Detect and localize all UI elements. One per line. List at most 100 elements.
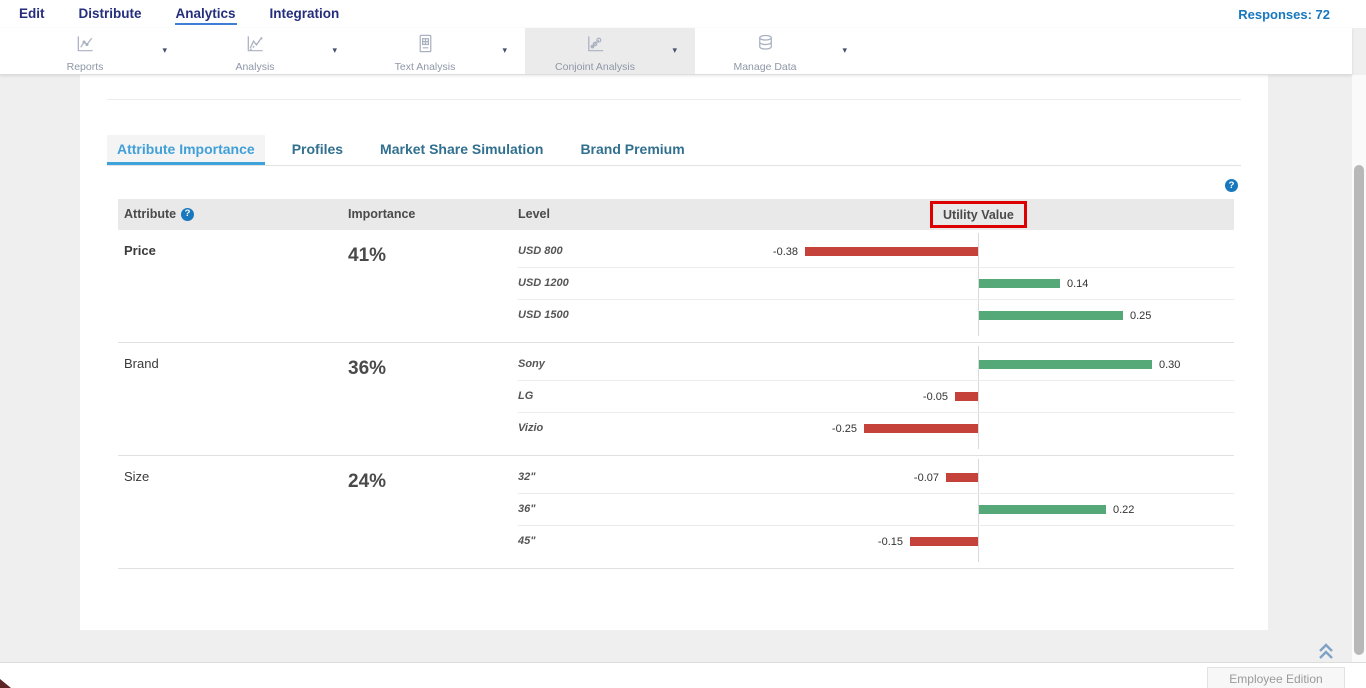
annotation-highlight-box: Utility Value bbox=[930, 201, 1027, 228]
nav-item-analytics[interactable]: Analytics bbox=[174, 3, 237, 25]
attribute-importance-table: Attribute ? Importance Level Utility Val… bbox=[118, 199, 1234, 569]
level-label: USD 1500 bbox=[518, 309, 569, 321]
utility-bar bbox=[910, 537, 978, 546]
attribute-header-label: Attribute bbox=[124, 207, 177, 221]
level-row: USD 1500 0.25 bbox=[518, 300, 1234, 332]
tab-profiles[interactable]: Profiles bbox=[291, 141, 344, 157]
tab-attribute-importance[interactable]: Attribute Importance bbox=[107, 135, 265, 165]
attribute-column-header: Attribute ? bbox=[124, 207, 195, 221]
chevron-down-icon[interactable]: ▾ bbox=[162, 45, 167, 55]
help-icon[interactable]: ? bbox=[1225, 179, 1238, 192]
trend-chart-icon bbox=[244, 32, 267, 60]
database-icon bbox=[754, 32, 777, 60]
page-footer bbox=[0, 662, 1366, 688]
edition-badge: Employee Edition bbox=[1207, 667, 1345, 688]
zero-axis-line bbox=[978, 459, 979, 562]
utility-value-label: 0.25 bbox=[1130, 310, 1152, 322]
nav-item-edit[interactable]: Edit bbox=[19, 6, 45, 21]
level-row: Sony 0.30 bbox=[518, 349, 1234, 381]
utility-value-label: 0.14 bbox=[1067, 278, 1089, 290]
level-label: Sony bbox=[518, 358, 545, 370]
toolbar-button-analysis[interactable]: Analysis ▾ bbox=[185, 28, 355, 74]
scrollbar-track[interactable] bbox=[1352, 75, 1366, 662]
level-row: USD 1200 0.14 bbox=[518, 268, 1234, 300]
toolbar-button-manage-data[interactable]: Manage Data ▾ bbox=[695, 28, 865, 74]
toolbar-button-reports[interactable]: Reports ▾ bbox=[15, 28, 185, 74]
attribute-name: Size bbox=[124, 469, 150, 484]
toolbar-button-label: Analysis bbox=[235, 60, 275, 73]
utility-chart: USD 800 -0.38 USD 1200 0.14 USD 1500 0.25 bbox=[518, 230, 1234, 342]
level-label: LG bbox=[518, 390, 534, 402]
utility-bar bbox=[946, 473, 978, 482]
toolbar-button-text-analysis[interactable]: Text Analysis ▾ bbox=[355, 28, 525, 74]
level-label: 36" bbox=[518, 503, 536, 515]
conjoint-tabs: Attribute Importance Profiles Market Share… bbox=[107, 135, 1241, 166]
double-chevron-up-icon bbox=[1319, 643, 1333, 659]
level-row: 36" 0.22 bbox=[518, 494, 1234, 526]
top-navigation-bar: Edit Distribute Analytics Integration Respo… bbox=[0, 0, 1366, 28]
level-label: USD 800 bbox=[518, 245, 563, 257]
level-label: 45" bbox=[518, 535, 536, 547]
responses-count: Responses: 72 bbox=[1238, 6, 1330, 22]
analytics-toolbar: Reports ▾ Analysis ▾ Text Analysis ▾ Conjoint … bbox=[0, 28, 1352, 75]
level-row: 32" -0.07 bbox=[518, 462, 1234, 494]
utility-bar bbox=[979, 311, 1123, 320]
utility-value-label: 0.30 bbox=[1159, 359, 1181, 371]
chevron-down-icon[interactable]: ▾ bbox=[842, 45, 847, 55]
level-label: Vizio bbox=[518, 422, 544, 434]
attribute-name: Price bbox=[124, 243, 156, 258]
scrollbar-thumb[interactable] bbox=[1354, 165, 1364, 655]
utility-value-label: 0.22 bbox=[1113, 504, 1135, 516]
attribute-group-size: Size 24% 32" -0.07 36" 0.22 45" -0.15 bbox=[118, 456, 1234, 569]
importance-value: 41% bbox=[348, 245, 387, 266]
attribute-help-icon[interactable]: ? bbox=[181, 207, 195, 221]
level-row: USD 800 -0.38 bbox=[518, 236, 1234, 268]
nav-item-integration[interactable]: Integration bbox=[269, 6, 340, 21]
attribute-group-brand: Brand 36% Sony 0.30 LG -0.05 Vizio -0.25 bbox=[118, 343, 1234, 456]
utility-bar bbox=[979, 279, 1060, 288]
toolbar-button-label: Text Analysis bbox=[394, 60, 456, 73]
toolbar-button-label: Manage Data bbox=[733, 60, 797, 73]
utility-value-label: -0.05 bbox=[922, 391, 948, 403]
tab-market-share-simulation[interactable]: Market Share Simulation bbox=[380, 141, 544, 157]
level-row: Vizio -0.25 bbox=[518, 413, 1234, 445]
chevron-down-icon[interactable]: ▾ bbox=[332, 45, 337, 55]
chevron-down-icon[interactable]: ▾ bbox=[672, 45, 677, 55]
toolbar-button-label: Reports bbox=[66, 60, 104, 73]
nav-item-distribute[interactable]: Distribute bbox=[78, 6, 142, 21]
level-label: 32" bbox=[518, 471, 536, 483]
text-grid-icon bbox=[414, 32, 437, 60]
tab-brand-premium[interactable]: Brand Premium bbox=[580, 141, 685, 157]
nav-items: Edit Distribute Analytics Integration bbox=[18, 3, 372, 25]
scroll-to-top-button[interactable] bbox=[1316, 641, 1336, 666]
importance-column-header: Importance bbox=[348, 207, 416, 221]
attribute-group-price: Price 41% USD 800 -0.38 USD 1200 0.14 USD 1500… bbox=[118, 230, 1234, 343]
attribute-name: Brand bbox=[124, 356, 159, 371]
utility-value-label: -0.15 bbox=[877, 536, 903, 548]
table-header-row: Attribute ? Importance Level Utility Val… bbox=[118, 199, 1234, 230]
utility-bar bbox=[864, 424, 978, 433]
level-row: 45" -0.15 bbox=[518, 526, 1234, 558]
importance-value: 36% bbox=[348, 358, 387, 379]
footer-logo-fragment bbox=[0, 679, 11, 688]
utility-value-label: -0.38 bbox=[772, 246, 798, 258]
bubble-chart-icon bbox=[584, 32, 607, 60]
chevron-down-icon[interactable]: ▾ bbox=[502, 45, 507, 55]
utility-bar bbox=[979, 360, 1152, 369]
utility-value-column-header: Utility Value bbox=[943, 207, 1014, 222]
level-label: USD 1200 bbox=[518, 277, 569, 289]
level-column-header: Level bbox=[518, 207, 550, 221]
utility-value-label: -0.07 bbox=[913, 472, 939, 484]
level-row: LG -0.05 bbox=[518, 381, 1234, 413]
utility-bar bbox=[955, 392, 978, 401]
utility-chart: Sony 0.30 LG -0.05 Vizio -0.25 bbox=[518, 343, 1234, 455]
utility-bar bbox=[805, 247, 978, 256]
zero-axis-line bbox=[978, 233, 979, 336]
toolbar-button-label: Conjoint Analysis bbox=[555, 60, 635, 73]
importance-value: 24% bbox=[348, 471, 387, 492]
toolbar-button-conjoint-analysis[interactable]: Conjoint Analysis ▾ bbox=[525, 28, 695, 74]
table-body: Price 41% USD 800 -0.38 USD 1200 0.14 USD 1500… bbox=[118, 230, 1234, 569]
panel-divider bbox=[107, 99, 1241, 100]
content-panel: Attribute Importance Profiles Market Share… bbox=[80, 75, 1268, 630]
line-chart-icon bbox=[74, 32, 97, 60]
